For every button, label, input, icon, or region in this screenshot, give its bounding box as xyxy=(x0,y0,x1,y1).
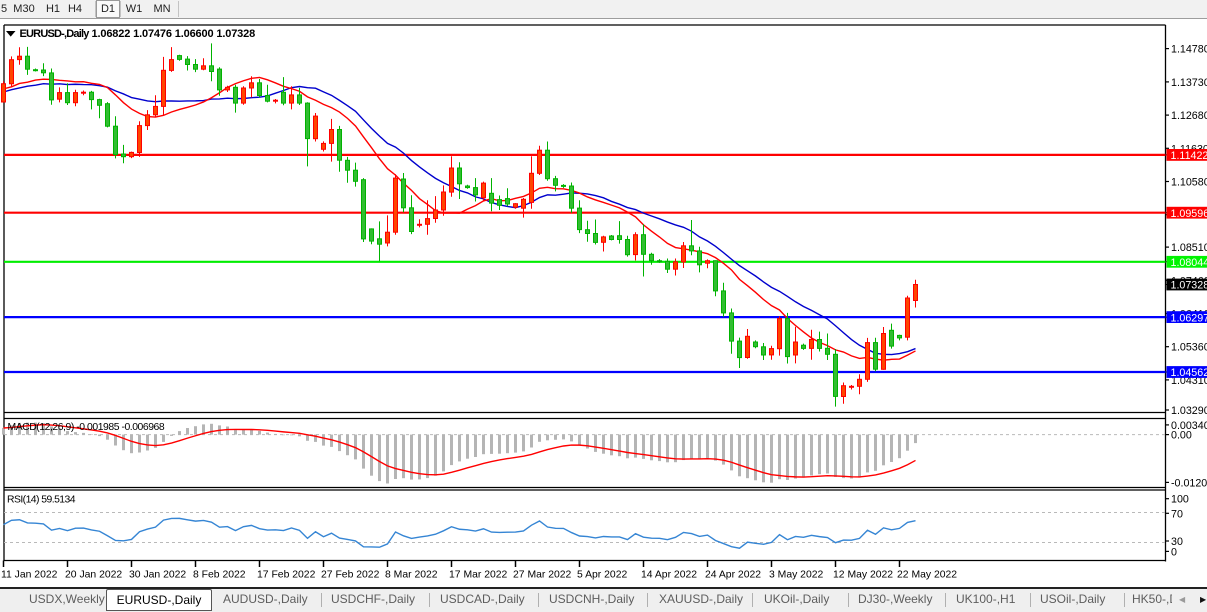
svg-text:17 Mar 2022: 17 Mar 2022 xyxy=(449,570,508,581)
svg-text:1.08510: 1.08510 xyxy=(1171,242,1207,254)
svg-text:EURUSD-,Daily: EURUSD-,Daily xyxy=(20,28,91,40)
svg-text:24 Apr 2022: 24 Apr 2022 xyxy=(705,570,761,581)
svg-text:0: 0 xyxy=(1171,546,1177,558)
svg-text:12 May 2022: 12 May 2022 xyxy=(833,570,893,581)
svg-text:0.00: 0.00 xyxy=(1171,430,1192,442)
svg-text:-0.012058: -0.012058 xyxy=(1171,477,1207,489)
svg-text:1.04562: 1.04562 xyxy=(1171,367,1207,379)
svg-text:17 Feb 2022: 17 Feb 2022 xyxy=(257,570,316,581)
svg-text:30: 30 xyxy=(1171,536,1183,548)
svg-text:5 Apr 2022: 5 Apr 2022 xyxy=(577,570,627,581)
svg-text:27 Feb 2022: 27 Feb 2022 xyxy=(321,570,380,581)
svg-text:20 Jan 2022: 20 Jan 2022 xyxy=(65,570,122,581)
svg-text:3 May 2022: 3 May 2022 xyxy=(769,570,824,581)
svg-text:1.08044: 1.08044 xyxy=(1171,257,1207,269)
svg-text:8 Mar 2022: 8 Mar 2022 xyxy=(385,570,438,581)
svg-text:1.11422: 1.11422 xyxy=(1171,150,1207,162)
svg-text:22 May 2022: 22 May 2022 xyxy=(897,570,957,581)
svg-text:1.12680: 1.12680 xyxy=(1171,110,1207,122)
svg-text:14 Apr 2022: 14 Apr 2022 xyxy=(641,570,697,581)
svg-text:1.06822 1.07476 1.06600 1.0732: 1.06822 1.07476 1.06600 1.07328 xyxy=(92,28,256,40)
svg-text:1.14780: 1.14780 xyxy=(1171,44,1207,56)
svg-text:1.05360: 1.05360 xyxy=(1171,342,1207,354)
svg-text:30 Jan 2022: 30 Jan 2022 xyxy=(129,570,186,581)
svg-text:1.10580: 1.10580 xyxy=(1171,177,1207,189)
svg-text:1.09596: 1.09596 xyxy=(1171,208,1207,220)
svg-text:0.003408: 0.003408 xyxy=(1171,420,1207,432)
svg-text:MACD(12,26,9) -0.001985 -0.006: MACD(12,26,9) -0.001985 -0.006968 xyxy=(8,422,165,433)
svg-text:1.13730: 1.13730 xyxy=(1171,77,1207,89)
svg-text:100: 100 xyxy=(1171,494,1189,506)
svg-text:8 Feb 2022: 8 Feb 2022 xyxy=(193,570,246,581)
svg-text:RSI(14) 59.5134: RSI(14) 59.5134 xyxy=(7,494,76,505)
svg-text:27 Mar 2022: 27 Mar 2022 xyxy=(513,570,572,581)
svg-text:70: 70 xyxy=(1171,508,1183,520)
svg-text:1.07328: 1.07328 xyxy=(1171,280,1207,292)
svg-text:1.06297: 1.06297 xyxy=(1171,312,1207,324)
svg-text:1.03290: 1.03290 xyxy=(1171,405,1207,417)
svg-text:11 Jan 2022: 11 Jan 2022 xyxy=(1,570,58,581)
